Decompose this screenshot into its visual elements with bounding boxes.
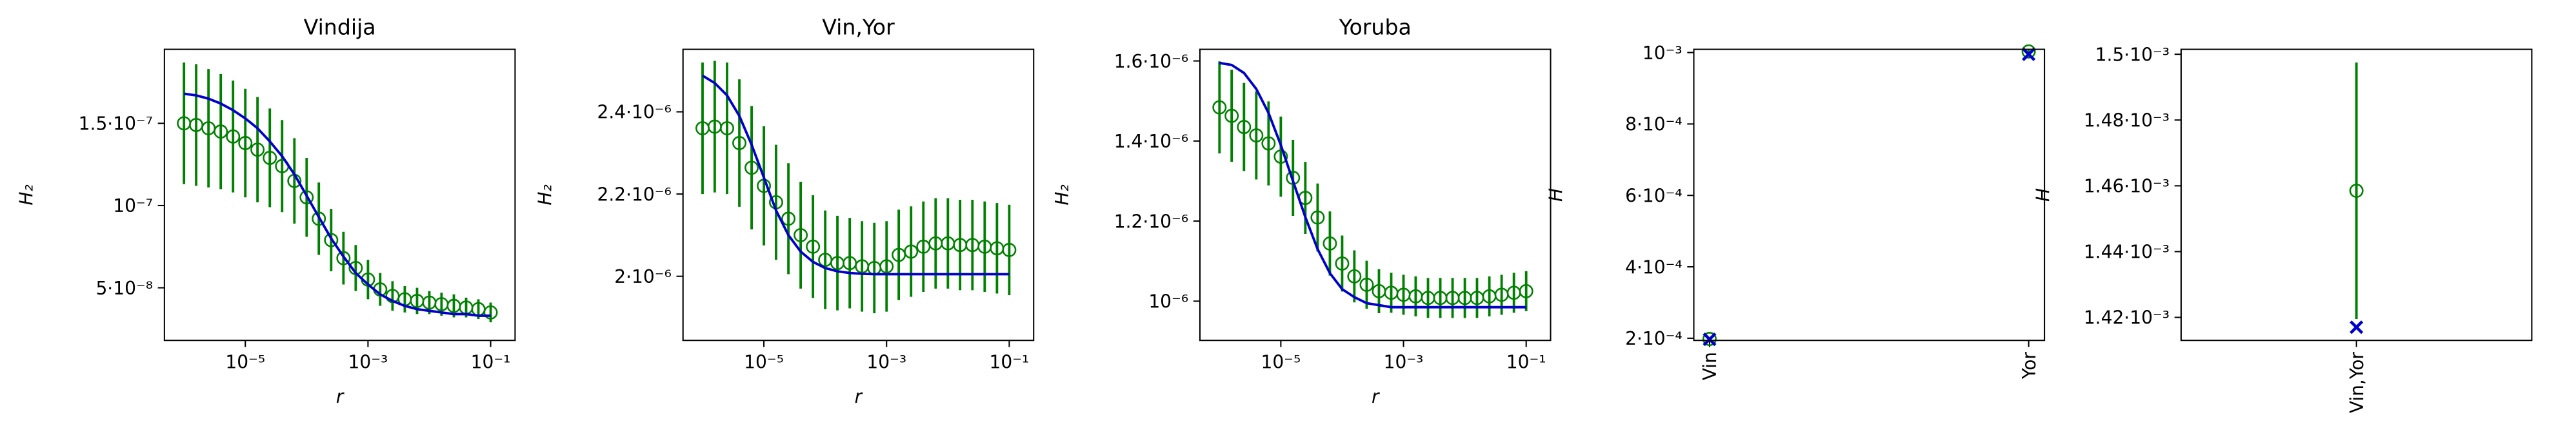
data-point xyxy=(1310,210,1325,225)
data-point xyxy=(226,129,241,144)
panel-title: Vindija xyxy=(304,15,376,40)
data-point xyxy=(238,136,253,150)
x-tick-label: Vin,Yor xyxy=(2346,352,2368,414)
panel: Vindija r H₂ 5·10⁻⁸ 10⁻⁷ 1.5·10⁻⁷ 10⁻⁵ 10⁻³ 10⁻¹ xyxy=(16,15,516,407)
data-point xyxy=(250,142,265,157)
data-point xyxy=(1273,150,1288,164)
x-tick-label: 10⁻³ xyxy=(866,352,906,373)
x-tick-label: 10⁻³ xyxy=(348,352,388,373)
y-tick-label: 10⁻⁷ xyxy=(113,195,153,217)
x-tick-label: 10⁻⁵ xyxy=(1261,352,1301,373)
axes-frame xyxy=(682,48,1035,342)
data-point xyxy=(263,151,277,165)
data-point xyxy=(2021,44,2036,59)
data-point xyxy=(1261,136,1276,151)
x-tick-label: 10⁻¹ xyxy=(471,352,511,373)
y-axis-label: H xyxy=(1545,188,1566,202)
data-point xyxy=(1237,120,1252,135)
model-point xyxy=(2022,47,2036,61)
y-tick-label: 10⁻⁶ xyxy=(1148,291,1188,313)
data-point xyxy=(794,227,808,242)
y-tick-label: 1.2·10⁻⁶ xyxy=(1114,211,1188,232)
y-tick-label: 1.46·10⁻³ xyxy=(2084,176,2170,197)
x-tick-label: Yor xyxy=(2019,352,2040,380)
data-point xyxy=(1359,277,1374,292)
panel: Vin,Yor r H₂ 2·10⁻⁶ 2.2·10⁻⁶ 2.4·10⁻⁶ 10⁻⁵ 10⁻³… xyxy=(535,15,1035,407)
data-point xyxy=(781,211,796,226)
y-axis-label: H₂ xyxy=(1052,184,1073,205)
y-tick-label: 2.4·10⁻⁶ xyxy=(597,102,672,123)
axes-frame xyxy=(2180,48,2533,342)
data-point xyxy=(1249,128,1264,143)
data-point xyxy=(806,239,821,254)
data-point xyxy=(732,136,747,150)
x-axis-label: r xyxy=(336,386,344,407)
data-point xyxy=(720,121,734,136)
model-line xyxy=(183,92,491,317)
y-tick-label: 10⁻³ xyxy=(1642,43,1682,64)
x-tick-label: Vin xyxy=(1699,352,1721,380)
panel-title: Vin,Yor xyxy=(822,15,895,40)
y-axis-label: H₂ xyxy=(16,184,37,205)
data-point xyxy=(1335,256,1350,271)
data-point xyxy=(312,211,326,226)
y-tick-label: 1.4·10⁻⁶ xyxy=(1114,131,1188,152)
y-tick-label: 1.5·10⁻³ xyxy=(2095,44,2170,65)
y-tick-label: 5·10⁻⁸ xyxy=(95,278,153,299)
data-point xyxy=(1519,284,1533,298)
data-point xyxy=(1212,100,1227,115)
model-line xyxy=(702,74,1010,276)
x-tick-label: 10⁻⁵ xyxy=(744,352,784,373)
y-tick-label: 1.42·10⁻³ xyxy=(2084,307,2170,329)
panel-title: Yoruba xyxy=(1339,15,1412,40)
data-point xyxy=(904,244,919,259)
data-point xyxy=(1323,236,1337,251)
x-tick-label: 10⁻¹ xyxy=(990,352,1030,373)
model-line xyxy=(1219,61,1526,309)
data-point xyxy=(879,259,894,274)
data-point xyxy=(2349,184,2364,198)
y-tick-label: 1.48·10⁻³ xyxy=(2084,110,2170,131)
panel: Yoruba r H₂ 10⁻⁶ 1.2·10⁻⁶ 1.4·10⁻⁶ 1.6·10⁻⁶ 10⁻… xyxy=(1052,15,1552,407)
y-tick-label: 8·10⁻⁴ xyxy=(1625,114,1682,135)
axes-frame xyxy=(163,48,516,342)
x-axis-label: r xyxy=(1372,386,1380,407)
y-tick-label: 1.5·10⁻⁷ xyxy=(79,113,153,135)
x-tick-label: 10⁻⁵ xyxy=(225,352,265,373)
y-tick-label: 6·10⁻⁴ xyxy=(1625,185,1682,206)
y-tick-label: 4·10⁻⁴ xyxy=(1625,256,1682,278)
y-tick-label: 1.6·10⁻⁶ xyxy=(1114,51,1188,72)
data-point xyxy=(336,251,351,265)
x-tick-label: 10⁻¹ xyxy=(1506,352,1546,373)
panel: H 1.42·10⁻³ 1.44·10⁻³ 1.46·10⁻³ 1.48·10⁻³ 1.5… xyxy=(2033,44,2533,414)
data-point xyxy=(1224,108,1239,123)
x-tick-label: 10⁻³ xyxy=(1384,352,1424,373)
model-point xyxy=(2350,320,2364,334)
data-point xyxy=(483,305,498,320)
y-tick-label: 2·10⁻⁶ xyxy=(614,266,672,287)
y-tick-label: 1.44·10⁻³ xyxy=(2084,242,2170,263)
data-point xyxy=(1702,332,1717,346)
data-point xyxy=(744,160,759,175)
model-point xyxy=(1702,333,1717,347)
x-axis-label: r xyxy=(855,386,863,407)
axes-frame xyxy=(1693,48,2046,342)
data-point xyxy=(324,233,339,247)
data-point xyxy=(299,190,314,205)
y-axis-label: H xyxy=(2033,188,2054,202)
data-point xyxy=(214,124,228,139)
y-tick-label: 2.2·10⁻⁶ xyxy=(597,184,672,205)
y-tick-label: 2·10⁻⁴ xyxy=(1625,328,1682,349)
y-axis-label: H₂ xyxy=(535,184,556,205)
panel: H 2·10⁻⁴ 4·10⁻⁴ 6·10⁻⁴ 8·10⁻⁴ 10⁻³ Vin Yor xyxy=(1545,43,2046,380)
data-point xyxy=(1347,269,1362,284)
axes-frame xyxy=(1199,48,1552,342)
data-point xyxy=(1002,242,1017,257)
